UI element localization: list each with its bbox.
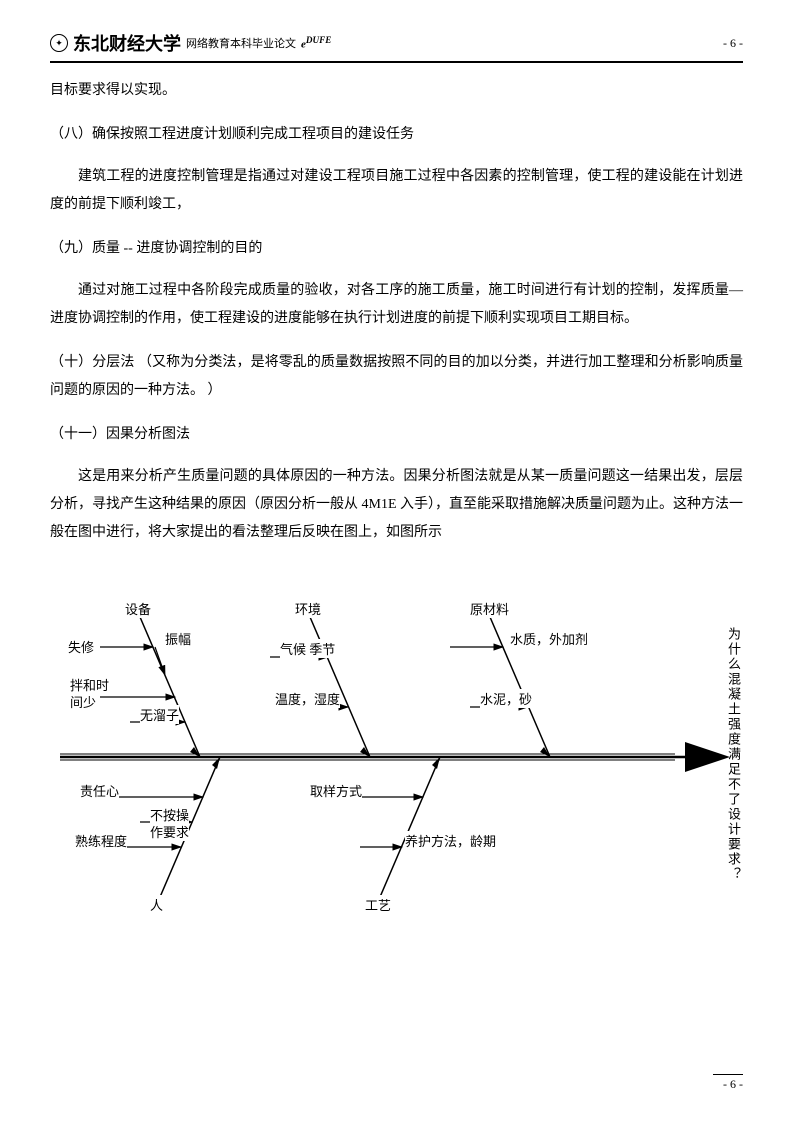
page-header: ✦ 东北财经大学 网络教育本科毕业论文 eDUFE - 6 -	[50, 30, 743, 63]
cause-4: 无溜子	[140, 705, 179, 724]
cat-material: 原材料	[470, 599, 509, 618]
continuation-line: 目标要求得以实现。	[50, 77, 743, 105]
paragraph-11: 这是用来分析产生质量问题的具体原因的一种方法。因果分析图法就是从某一质量问题这一…	[50, 463, 743, 547]
paragraph-9: 通过对施工过程中各阶段完成质量的验收，对各工序的施工质量，施工时间进行有计划的控…	[50, 277, 743, 333]
fishbone-svg	[50, 597, 743, 917]
cat-person: 人	[150, 895, 163, 914]
header-subtitle: 网络教育本科毕业论文	[186, 35, 296, 51]
university-logo-icon: ✦	[50, 34, 68, 52]
paragraph-8: 建筑工程的进度控制管理是指通过对建设工程项目施工过程中各因素的控制管理，使工程的…	[50, 163, 743, 219]
page-number-top: - 6 -	[723, 36, 743, 51]
cause-9: 责任心	[80, 781, 119, 800]
heading-10: （十）分层法 （又称为分类法，是将零乱的质量数据按照不同的目的加以分类，并进行加…	[50, 349, 743, 405]
cause-12: 取样方式	[310, 781, 362, 800]
cat-equipment: 设备	[125, 599, 151, 618]
brand-mark: eDUFE	[301, 35, 331, 51]
cat-process: 工艺	[365, 895, 391, 914]
university-name: 东北财经大学	[73, 30, 181, 56]
cause-3b: 间少	[70, 692, 96, 711]
heading-11: （十一）因果分析图法	[50, 421, 743, 449]
effect-text: 为什么混凝土强度满足不了设计要求？	[724, 627, 743, 882]
page-number-bottom: - 6 -	[713, 1074, 743, 1092]
cause-13: 养护方法，龄期	[405, 831, 496, 850]
cause-6: 温度，湿度	[275, 689, 340, 708]
cause-8: 水泥，砂	[480, 689, 532, 708]
cause-11: 熟练程度	[75, 831, 127, 850]
header-left: ✦ 东北财经大学 网络教育本科毕业论文 eDUFE	[50, 30, 331, 56]
cause-7: 水质，外加剂	[510, 629, 588, 648]
document-body: 目标要求得以实现。 （八）确保按照工程进度计划顺利完成工程项目的建设任务 建筑工…	[50, 77, 743, 547]
fishbone-diagram: 设备 环境 原材料 人 工艺 失修 振幅 拌和时 间少 无溜子 气候 季节 温度…	[50, 597, 743, 917]
heading-9: （九）质量 -- 进度协调控制的目的	[50, 235, 743, 263]
cause-5: 气候 季节	[280, 639, 335, 658]
heading-8: （八）确保按照工程进度计划顺利完成工程项目的建设任务	[50, 121, 743, 149]
cat-environment: 环境	[295, 599, 321, 618]
cause-10b: 作要求	[150, 822, 189, 841]
cause-1: 失修	[68, 637, 94, 656]
cause-2: 振幅	[165, 629, 191, 648]
